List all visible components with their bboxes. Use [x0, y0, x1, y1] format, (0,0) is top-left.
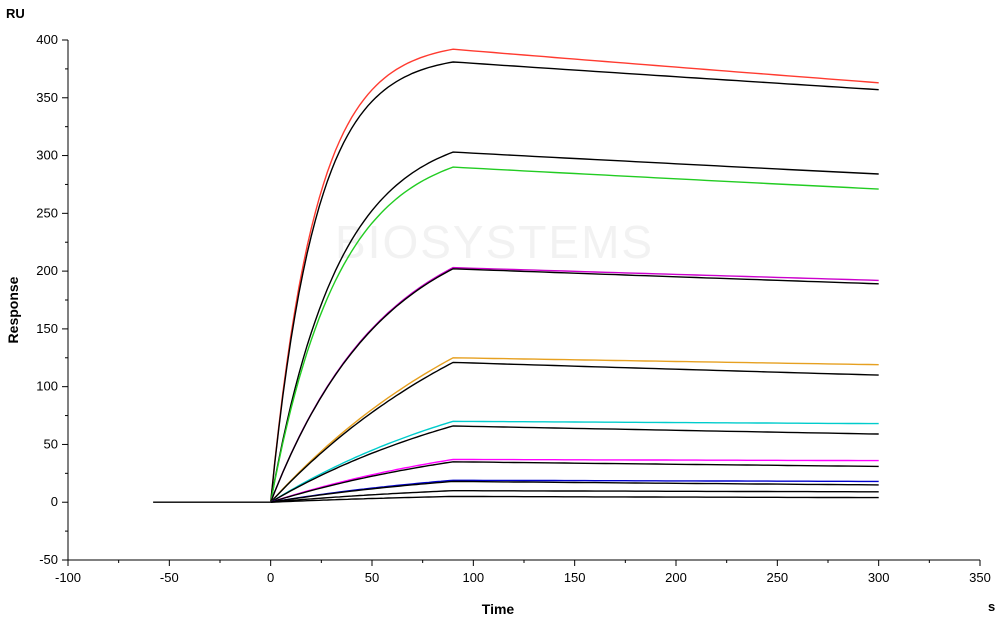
- y-unit-label: RU: [6, 6, 25, 21]
- x-axis-title: Time: [482, 601, 515, 617]
- series-line-7: [270, 357, 879, 503]
- x-tick-label: 200: [665, 570, 687, 585]
- y-tick-label: 250: [36, 205, 58, 220]
- y-tick-label: 150: [36, 321, 58, 336]
- x-tick-label: -50: [160, 570, 179, 585]
- series-line-2: [270, 61, 879, 503]
- y-tick-label: 200: [36, 263, 58, 278]
- series-line-3: [270, 151, 879, 503]
- x-tick-label: -100: [55, 570, 81, 585]
- series-line-16: [270, 495, 879, 503]
- axes: -50 0 50 100 150 200 250 300 350 400 -100 -50 0 50 100…: [36, 32, 991, 585]
- x-tick-label: 0: [267, 570, 274, 585]
- series-line-11: [270, 458, 879, 503]
- series-line-6: [270, 268, 879, 503]
- series-line-9: [270, 420, 879, 503]
- series-line-4: [270, 166, 879, 503]
- y-tick-label: 100: [36, 379, 58, 394]
- series-line-12: [270, 461, 879, 503]
- x-unit-label: s: [988, 599, 995, 614]
- x-tick-label: 100: [462, 570, 484, 585]
- y-tick-label: 50: [44, 436, 58, 451]
- series-layer: [153, 48, 879, 503]
- watermark-text: BIOSYSTEMS: [335, 216, 654, 268]
- y-tick-label: -50: [39, 552, 58, 567]
- x-tick-label: 350: [969, 570, 991, 585]
- y-tick-label: 350: [36, 90, 58, 105]
- x-tick-label: 150: [564, 570, 586, 585]
- series-line-8: [270, 361, 879, 503]
- series-line-5: [270, 266, 879, 503]
- series-line-15: [270, 490, 879, 503]
- series-line-1: [270, 48, 879, 503]
- x-tick-label: 50: [365, 570, 379, 585]
- series-line-10: [270, 425, 879, 503]
- x-tick-label: 300: [868, 570, 890, 585]
- series-line-14: [270, 480, 879, 503]
- y-tick-label: 400: [36, 32, 58, 47]
- x-tick-label: 250: [766, 570, 788, 585]
- y-tick-label: 0: [51, 494, 58, 509]
- watermark: BIOSYSTEMS: [335, 216, 654, 268]
- y-axis-title: Response: [5, 276, 21, 343]
- y-tick-label: 300: [36, 148, 58, 163]
